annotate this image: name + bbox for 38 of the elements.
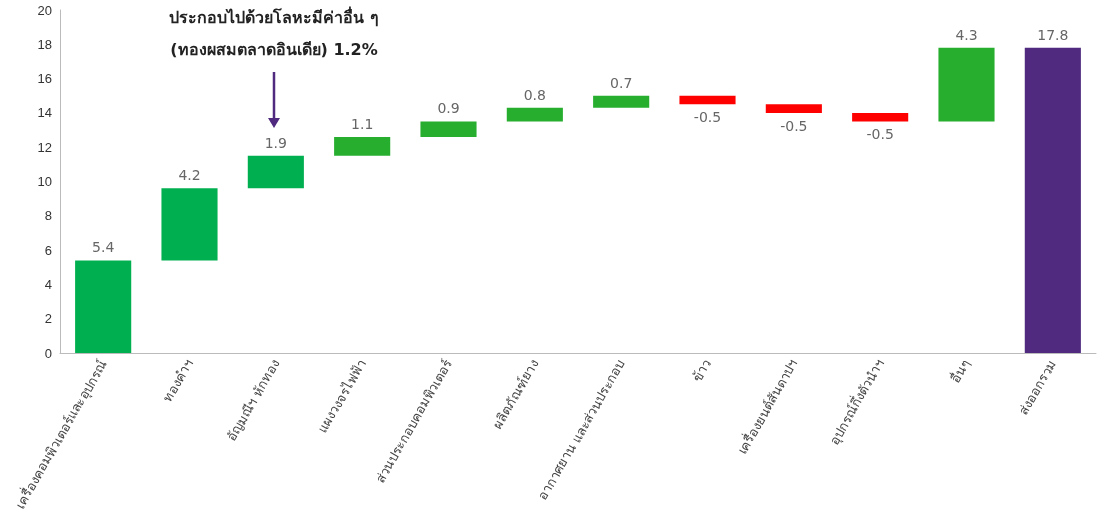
data-label: -0.5 (780, 117, 808, 134)
y-tick-label: 18 (37, 36, 52, 52)
y-tick-label: 20 (37, 2, 52, 18)
data-label: 1.1 (351, 115, 374, 132)
y-tick-label: 4 (44, 276, 52, 292)
bar (679, 95, 736, 105)
data-label: 0.9 (437, 100, 460, 117)
y-tick-label: 0 (44, 345, 52, 361)
data-label: 4.2 (178, 167, 201, 184)
data-label: 1.9 (264, 134, 287, 151)
bar (593, 95, 650, 108)
y-tick-label: 8 (44, 208, 52, 224)
annotation: ประกอบไปด้วยโลหะมีค่าอื่น ๆ (ทองผสมตลาดอินเดีย) 1.2% (169, 5, 379, 61)
data-label: 0.7 (610, 74, 633, 91)
data-label: -0.5 (693, 109, 722, 126)
data-label: 4.3 (955, 26, 978, 43)
bar (161, 188, 218, 261)
y-tick-label: 14 (37, 105, 52, 121)
x-tick-label: ข้าว (689, 357, 714, 385)
bar (1024, 47, 1081, 353)
bar (938, 47, 995, 122)
y-tick-label: 16 (37, 71, 52, 87)
y-tick-label: 12 (37, 139, 52, 155)
y-tick-label: 10 (37, 174, 52, 189)
data-label: 17.8 (1037, 26, 1069, 43)
data-label: 0.8 (523, 86, 546, 103)
bar (506, 107, 563, 122)
bar (247, 155, 304, 189)
bar (75, 260, 132, 353)
bar (334, 136, 391, 156)
y-tick-label: 2 (44, 311, 52, 327)
bar (420, 121, 477, 137)
data-label: 5.4 (92, 239, 115, 256)
x-tick-label: อื่นๆ (947, 356, 973, 386)
bar (765, 104, 822, 113)
y-tick-label: 6 (44, 242, 52, 258)
data-label: -0.5 (866, 126, 894, 143)
bar (852, 112, 909, 122)
